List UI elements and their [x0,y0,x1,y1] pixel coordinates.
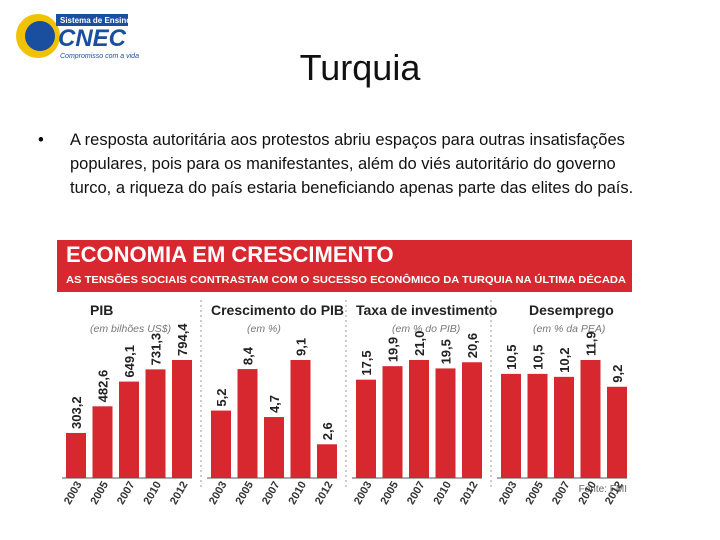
bar [317,444,337,478]
bar [580,360,601,478]
value-label: 482,6 [96,370,111,403]
bar [382,366,403,478]
logo-core [25,21,55,51]
infographic-header [57,240,632,292]
value-label: 731,3 [149,333,164,366]
panel-subtitle: (em bilhões US$) [90,323,171,335]
panel-title: PIB [90,302,113,318]
bar [264,417,284,478]
value-label: 11,9 [584,331,599,356]
value-label: 10,2 [557,348,572,373]
value-label: 9,1 [294,338,309,356]
value-label: 17,5 [359,350,374,375]
panel-subtitle: (em %) [247,323,281,335]
panel-title: Taxa de investimento [356,302,497,318]
bar [145,369,166,478]
bar [66,432,86,478]
source: Fonte: FMI [579,484,627,495]
value-label: 649,1 [122,345,137,378]
bar [409,360,429,478]
value-label: 20,6 [465,333,480,358]
bar [554,376,574,478]
logo-name: CNEC [58,25,127,52]
value-label: 21,0 [412,331,427,356]
infographic-title: ECONOMIA EM CRESCIMENTO [66,242,394,267]
bar [119,381,139,478]
panel-title: Desemprego [529,302,614,318]
bar [462,362,482,478]
bar [211,410,231,478]
value-label: 9,2 [610,365,625,383]
value-label: 2,6 [320,422,335,440]
bullet-text: A resposta autoritária aos protestos abr… [70,131,634,197]
bar [435,368,456,478]
panel-subtitle: (em % da PEA) [533,323,605,335]
panel-subtitle: (em % do PIB) [392,323,460,335]
logo-top: Sistema de Ensino [60,16,131,25]
bar [501,373,521,478]
infographic-subtitle: AS TENSÕES SOCIAIS CONTRASTAM COM O SUCE… [66,273,626,286]
bar [527,373,548,478]
value-label: 794,4 [175,323,190,356]
logo: Sistema de Ensino CNEC Compromisso com a… [16,14,139,60]
value-label: 8,4 [241,346,256,365]
bar [290,360,311,478]
bar [607,386,627,478]
bar [92,406,113,478]
slide-title: Turquia [300,47,422,88]
logo-tagline: Compromisso com a vida [60,53,139,60]
bar [172,360,192,478]
value-label: 303,2 [69,396,84,429]
value-label: 19,9 [386,337,401,362]
value-label: 19,5 [439,339,454,364]
value-label: 10,5 [504,345,519,370]
value-label: 4,7 [267,395,282,413]
value-label: 5,2 [214,388,229,406]
bar [356,379,376,478]
logo-band [56,14,128,26]
value-label: 10,5 [531,345,546,370]
bullet-marker: • [38,131,44,149]
panel-title: Crescimento do PIB [211,302,344,318]
bar [237,369,258,478]
